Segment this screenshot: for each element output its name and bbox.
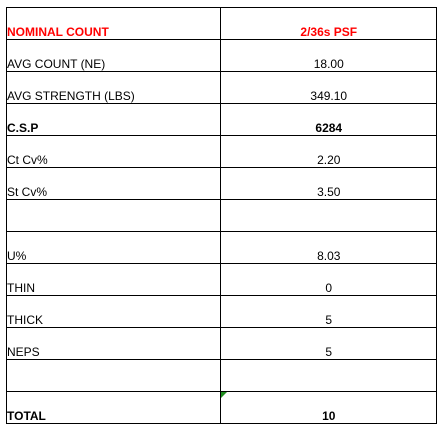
table-row: C.S.P 6284 — [5, 103, 437, 136]
u-percent-value-cell[interactable]: 8.03 — [220, 231, 437, 264]
total-value-cell[interactable]: 10 — [220, 391, 437, 424]
table-row: U% 8.03 — [5, 231, 437, 264]
table-row: NEPS 5 — [5, 327, 437, 360]
thin-value-cell[interactable]: 0 — [220, 263, 437, 296]
thin-label-cell[interactable]: THIN — [5, 263, 222, 296]
total-value: 10 — [322, 409, 336, 423]
ct-cv-value-cell[interactable]: 2.20 — [220, 135, 437, 168]
table-row: Ct Cv% 2.20 — [5, 135, 437, 168]
st-cv-value-cell[interactable]: 3.50 — [220, 167, 437, 200]
ct-cv-label-cell[interactable]: Ct Cv% — [5, 135, 222, 168]
avg-count-label-cell[interactable]: AVG COUNT (NE) — [5, 39, 222, 72]
thick-label-cell[interactable]: THICK — [5, 295, 222, 328]
table-row-empty — [5, 199, 437, 232]
nominal-count-label: NOMINAL COUNT — [7, 25, 109, 39]
csp-value-cell[interactable]: 6284 — [220, 103, 437, 136]
table-row: St Cv% 3.50 — [5, 167, 437, 200]
avg-strength-value-cell[interactable]: 349.10 — [220, 71, 437, 104]
total-label-cell[interactable]: TOTAL — [5, 391, 222, 424]
avg-strength-label-cell[interactable]: AVG STRENGTH (LBS) — [5, 71, 222, 104]
table-row-empty — [5, 359, 437, 392]
table-row: AVG STRENGTH (LBS) 349.10 — [5, 71, 437, 104]
thick-value-cell[interactable]: 5 — [220, 295, 437, 328]
avg-count-value-cell[interactable]: 18.00 — [220, 39, 437, 72]
error-indicator-triangle-icon — [221, 392, 228, 398]
u-percent-label-cell[interactable]: U% — [5, 231, 222, 264]
csp-label-cell[interactable]: C.S.P — [5, 103, 222, 136]
spreadsheet-table: NOMINAL COUNT 2/36s PSF AVG COUNT (NE) 1… — [5, 7, 437, 424]
empty-value-cell[interactable] — [220, 199, 437, 232]
neps-label-cell[interactable]: NEPS — [5, 327, 222, 360]
header-label-cell[interactable]: NOMINAL COUNT — [5, 7, 222, 40]
total-row: TOTAL 10 — [5, 391, 437, 424]
table-row: THIN 0 — [5, 263, 437, 296]
empty-value-cell-2[interactable] — [220, 359, 437, 392]
empty-label-cell[interactable] — [5, 199, 222, 232]
header-row: NOMINAL COUNT 2/36s PSF — [5, 7, 437, 40]
neps-value-cell[interactable]: 5 — [220, 327, 437, 360]
table-row: AVG COUNT (NE) 18.00 — [5, 39, 437, 72]
empty-label-cell-2[interactable] — [5, 359, 222, 392]
header-value-cell[interactable]: 2/36s PSF — [220, 7, 437, 40]
table-row: THICK 5 — [5, 295, 437, 328]
nominal-count-value: 2/36s PSF — [300, 25, 358, 39]
st-cv-label-cell[interactable]: St Cv% — [5, 167, 222, 200]
